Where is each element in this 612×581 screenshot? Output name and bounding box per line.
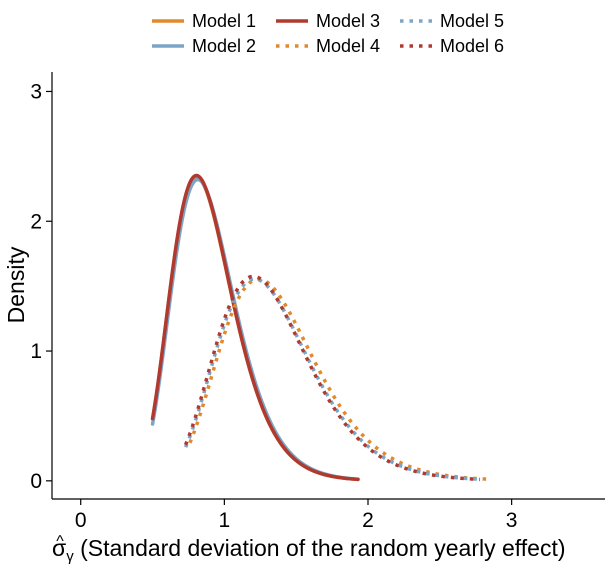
legend-label: Model 1 xyxy=(192,11,256,31)
curve-model-4 xyxy=(188,277,491,482)
curve-model-3 xyxy=(150,173,360,482)
x-tick-label: 2 xyxy=(362,509,374,532)
density-curves xyxy=(150,173,491,482)
y-axis-ticks: 0 1 2 3 xyxy=(30,80,52,493)
x-axis-title-text: σγ (Standard deviation of the random yea… xyxy=(52,535,566,565)
legend-item-model-2: Model 2 xyxy=(152,36,256,56)
legend-label: Model 2 xyxy=(192,36,256,56)
legend-item-model-5: Model 5 xyxy=(400,11,504,31)
x-axis-title: ^ σγ (Standard deviation of the random y… xyxy=(52,533,566,565)
curve-model-5 xyxy=(183,277,484,482)
x-tick-label: 0 xyxy=(75,509,87,532)
x-tick-label: 1 xyxy=(219,509,231,532)
legend-label: Model 3 xyxy=(316,11,380,31)
axes: 0 1 2 3 0 1 2 3 xyxy=(30,72,605,532)
x-axis-ticks: 0 1 2 3 xyxy=(75,499,518,532)
legend-item-model-4: Model 4 xyxy=(276,36,380,56)
y-tick-label: 1 xyxy=(30,340,42,363)
y-tick-label: 2 xyxy=(30,210,42,233)
legend-item-model-3: Model 3 xyxy=(276,11,380,31)
y-axis-title: Density xyxy=(3,246,29,323)
curve-model-2 xyxy=(150,177,360,481)
legend-item-model-1: Model 1 xyxy=(152,11,256,31)
legend: Model 1 Model 2 Model 3 Model 4 Model 5 Model… xyxy=(152,11,504,56)
curve-model-6 xyxy=(183,274,481,482)
x-axis-title-symbol: σ xyxy=(52,535,66,561)
x-axis-title-subscript: γ xyxy=(66,548,74,565)
x-axis-title-rest: (Standard deviation of the random yearly… xyxy=(74,535,566,561)
legend-label: Model 6 xyxy=(440,36,504,56)
y-tick-label: 0 xyxy=(30,470,42,493)
x-axis-title-hat: ^ xyxy=(56,533,64,550)
y-tick-label: 3 xyxy=(30,80,42,103)
legend-label: Model 5 xyxy=(440,11,504,31)
legend-item-model-6: Model 6 xyxy=(400,36,504,56)
x-tick-label: 3 xyxy=(506,509,518,532)
legend-label: Model 4 xyxy=(316,36,380,56)
